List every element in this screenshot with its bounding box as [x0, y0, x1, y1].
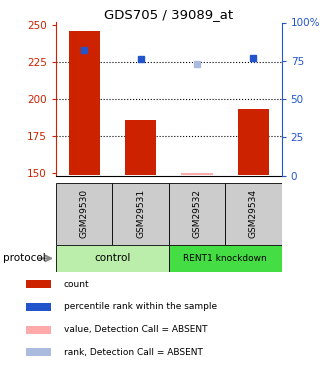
Bar — [238, 109, 269, 176]
Text: GSM29531: GSM29531 — [136, 189, 145, 238]
Bar — [26, 303, 51, 311]
Bar — [56, 183, 112, 245]
Bar — [26, 326, 51, 334]
Text: GSM29530: GSM29530 — [80, 189, 89, 238]
Bar — [112, 183, 169, 245]
Bar — [26, 348, 51, 356]
Bar — [225, 183, 282, 245]
Bar — [56, 245, 169, 272]
Bar — [26, 280, 51, 288]
Title: GDS705 / 39089_at: GDS705 / 39089_at — [104, 8, 233, 21]
Text: value, Detection Call = ABSENT: value, Detection Call = ABSENT — [64, 325, 207, 334]
Text: RENT1 knockdown: RENT1 knockdown — [183, 254, 267, 263]
Bar — [125, 120, 156, 176]
Text: percentile rank within the sample: percentile rank within the sample — [64, 302, 217, 311]
Bar — [169, 245, 282, 272]
Bar — [169, 183, 225, 245]
Bar — [181, 172, 212, 176]
Bar — [69, 32, 100, 176]
Text: count: count — [64, 280, 90, 289]
Text: protocol: protocol — [3, 254, 46, 263]
Text: GSM29532: GSM29532 — [193, 189, 202, 238]
Text: GSM29534: GSM29534 — [249, 189, 258, 238]
Text: control: control — [94, 254, 131, 263]
Text: rank, Detection Call = ABSENT: rank, Detection Call = ABSENT — [64, 348, 203, 357]
